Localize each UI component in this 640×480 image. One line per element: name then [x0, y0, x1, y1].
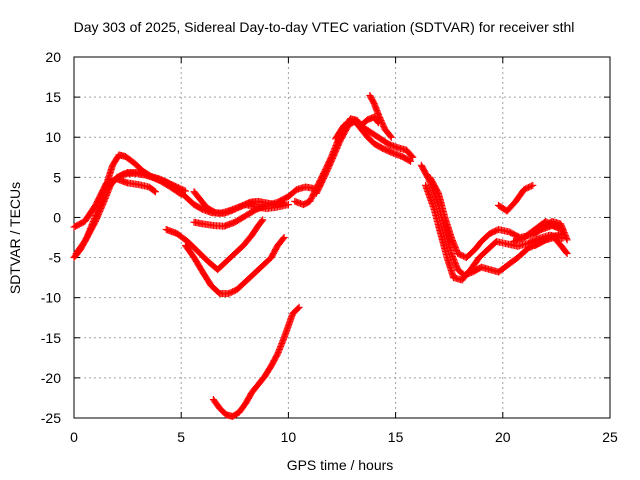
data-point: [405, 157, 413, 165]
x-tick-label: 0: [70, 429, 78, 445]
data-point: [295, 303, 303, 311]
chart-title: Day 303 of 2025, Sidereal Day-to-day VTE…: [74, 19, 575, 35]
plot-border: [73, 56, 611, 419]
x-tick-label: 20: [495, 429, 511, 445]
series-arc-7: [242, 201, 292, 213]
data-point: [151, 188, 159, 196]
y-tick-label: -25: [41, 410, 61, 426]
y-tick-label: 15: [45, 89, 61, 105]
x-tick-label: 10: [281, 429, 297, 445]
data-points: [70, 92, 571, 420]
series-arc-2: [70, 151, 258, 262]
x-tick-label: 25: [602, 429, 618, 445]
data-point: [258, 217, 266, 225]
y-tick-label: -15: [41, 330, 61, 346]
series-arc-13: [422, 181, 567, 284]
x-axis-label: GPS time / hours: [287, 457, 394, 473]
data-point: [527, 182, 535, 190]
data-point: [284, 201, 292, 209]
series-arc-19: [162, 216, 267, 274]
data-point: [529, 181, 537, 189]
data-point: [409, 153, 417, 161]
series-arc-17: [531, 217, 571, 244]
data-point: [408, 152, 416, 160]
series-arc-4: [109, 169, 189, 195]
data-point: [562, 248, 570, 256]
data-point: [294, 304, 302, 312]
data-point: [387, 133, 395, 141]
series-arc-18: [531, 234, 571, 258]
series-arc-8: [291, 115, 417, 209]
y-tick-label: 0: [53, 209, 61, 225]
series-arc-11: [366, 92, 395, 141]
series-arc-20: [181, 234, 288, 298]
y-tick-label: 10: [45, 129, 61, 145]
data-point: [181, 187, 189, 195]
series-arc-21: [209, 303, 303, 420]
plot-frame: [73, 56, 611, 419]
y-tick-label: 5: [53, 169, 61, 185]
series-arc-15: [495, 181, 537, 215]
y-axis-label: SDTVAR / TECUs: [7, 182, 23, 294]
y-tick-label: -10: [41, 290, 61, 306]
data-point: [563, 250, 571, 258]
data-point: [386, 132, 394, 140]
data-point: [280, 234, 288, 241]
axis-ticks: 0 5 10 15 20 25 -25 -20 -15 -10 -5 0 5 10 15 20: [41, 49, 618, 445]
y-tick-label: -5: [49, 250, 62, 266]
x-tick-label: 15: [388, 429, 404, 445]
data-point: [407, 157, 415, 165]
data-point: [180, 186, 188, 194]
y-tick-label: 20: [45, 49, 61, 65]
x-tick-label: 5: [177, 429, 185, 445]
data-point: [259, 216, 267, 224]
y-tick-label: -20: [41, 370, 61, 386]
data-point: [279, 235, 287, 243]
data-point: [563, 236, 571, 244]
data-point: [150, 187, 158, 195]
